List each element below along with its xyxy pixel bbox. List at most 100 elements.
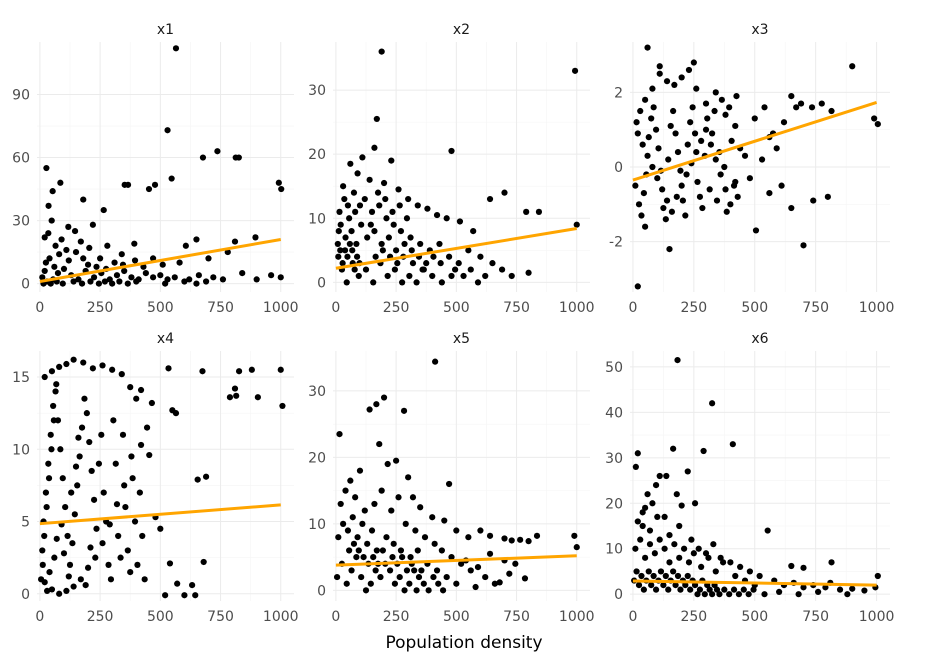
data-point [382, 195, 389, 203]
facet-title: x5 [453, 331, 470, 347]
data-point [696, 193, 704, 200]
data-point [355, 272, 362, 280]
data-point [635, 201, 643, 208]
data-point [445, 253, 453, 260]
y-tick-label: 30 [308, 384, 326, 400]
data-point [107, 576, 115, 583]
data-point [380, 394, 388, 401]
data-point [141, 576, 148, 583]
data-point [698, 137, 705, 144]
y-tick-label: 0 [21, 587, 30, 603]
facet-title: x6 [751, 331, 768, 347]
data-point [435, 580, 442, 587]
data-point [727, 201, 734, 208]
data-point [41, 373, 48, 381]
data-point [210, 274, 217, 281]
data-point [535, 208, 543, 215]
data-point [181, 592, 188, 599]
data-point [39, 274, 46, 281]
facet-panel-x5: 0 250 500 750 1000 0 10 20 30 x5 [308, 331, 594, 625]
data-point [874, 120, 881, 128]
x-tick-label: 0 [331, 300, 340, 316]
data-point [341, 195, 348, 203]
data-point [632, 463, 639, 471]
data-point [417, 504, 424, 511]
data-point [646, 527, 654, 534]
data-point [635, 581, 643, 589]
data-point [343, 279, 350, 286]
data-point [407, 234, 414, 241]
data-point [644, 152, 651, 159]
data-point [666, 531, 673, 539]
data-point [453, 580, 460, 587]
data-point [633, 119, 640, 126]
data-point [361, 195, 368, 203]
data-point [360, 554, 367, 561]
y-tick-label: 0 [317, 275, 326, 291]
data-point [676, 522, 683, 530]
data-point [707, 141, 714, 148]
y-tick-label: 30 [308, 83, 326, 99]
data-point [652, 126, 660, 133]
data-point [648, 115, 655, 122]
data-point [63, 587, 70, 594]
regression-line [632, 579, 877, 587]
data-point [508, 537, 515, 544]
data-point [730, 182, 738, 189]
data-point [660, 581, 667, 589]
data-point [849, 63, 856, 70]
data-point [335, 253, 342, 260]
data-point [407, 554, 414, 561]
data-point [379, 247, 386, 254]
data-point [373, 115, 380, 123]
data-point [70, 278, 77, 285]
data-point [74, 482, 81, 489]
data-point [678, 182, 685, 189]
y-tick-label: 2 [614, 85, 623, 101]
data-point [82, 582, 89, 589]
data-point [131, 240, 138, 247]
data-point [352, 494, 359, 501]
y-tick-label: 20 [308, 147, 326, 163]
regression-line [335, 227, 577, 270]
data-point [124, 181, 132, 188]
data-point [224, 248, 231, 256]
data-point [425, 587, 432, 594]
data-point [673, 491, 680, 498]
x-tick-label: 0 [628, 300, 637, 316]
data-point [333, 573, 341, 581]
data-point [53, 381, 60, 388]
data-point [340, 520, 347, 527]
data-point [401, 240, 408, 248]
data-point [111, 259, 118, 266]
data-point [486, 532, 494, 539]
data-point [268, 272, 275, 279]
data-point [409, 494, 417, 501]
data-point [663, 472, 670, 480]
x-tick-label: 250 [383, 300, 410, 316]
data-point [400, 407, 408, 414]
data-point [43, 503, 50, 511]
data-point [172, 45, 180, 52]
data-point [693, 148, 700, 156]
data-point [396, 573, 403, 581]
data-point [358, 221, 365, 228]
data-point [685, 559, 693, 566]
data-point [672, 130, 679, 137]
data-point [688, 536, 695, 543]
data-point [252, 234, 259, 241]
data-point [690, 59, 697, 66]
data-point [682, 581, 689, 589]
data-point [374, 189, 382, 196]
data-point [441, 517, 448, 524]
data-point [712, 89, 719, 96]
data-point [634, 283, 641, 290]
data-point [525, 538, 532, 545]
data-point [709, 130, 716, 137]
data-point [133, 278, 140, 285]
data-point [406, 272, 413, 280]
data-point [349, 514, 356, 521]
data-point [371, 228, 378, 235]
x-tick-label: 1000 [263, 609, 299, 625]
data-point [348, 228, 355, 235]
